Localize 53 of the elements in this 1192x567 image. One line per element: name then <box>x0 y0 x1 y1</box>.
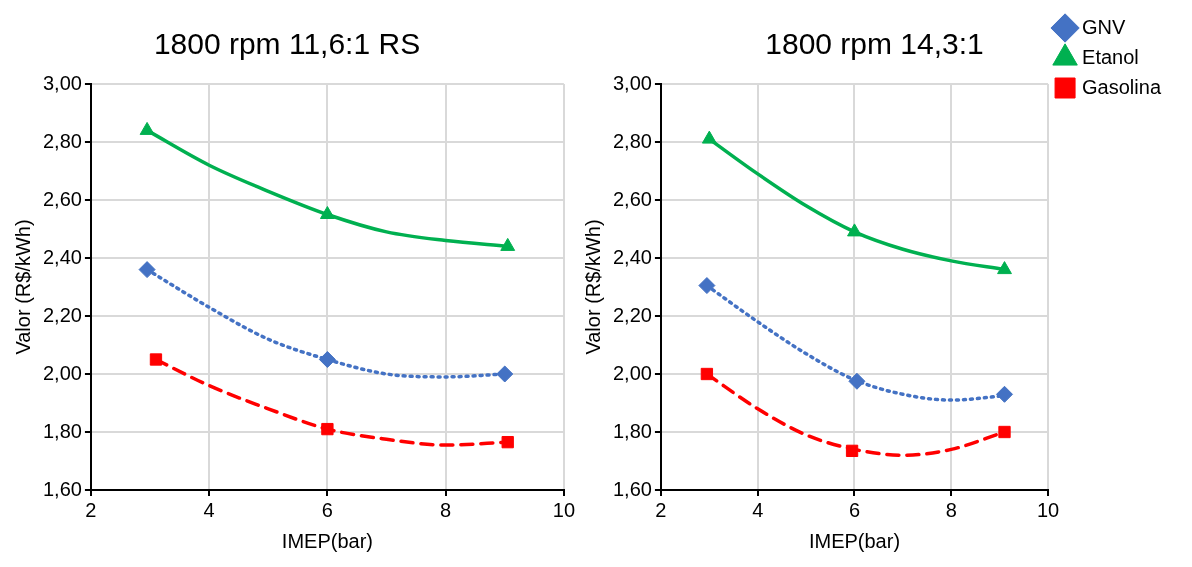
y-axis-title: Valor (R$/kWh) <box>581 219 604 355</box>
legend-label: Etanol <box>1082 45 1139 68</box>
x-tick-label: 10 <box>1036 498 1060 521</box>
point <box>501 435 514 449</box>
point <box>847 223 862 237</box>
point <box>848 372 866 390</box>
point <box>139 121 155 135</box>
chart-title: 1800 rpm 11,6:1 RS <box>153 27 421 61</box>
point <box>149 353 163 366</box>
point <box>997 261 1012 275</box>
y-tick-label: 3,00 <box>612 71 652 94</box>
y-tick-label: 2,40 <box>42 245 82 268</box>
legend-label: GNV <box>1082 15 1127 38</box>
x-tick-label: 2 <box>85 498 97 521</box>
x-tick-label: 10 <box>552 498 575 521</box>
y-tick-label: 1,80 <box>42 419 82 442</box>
point <box>138 261 156 279</box>
point <box>701 130 717 144</box>
y-tick-label: 2,60 <box>42 187 82 210</box>
y-tick-label: 2,40 <box>612 245 652 268</box>
x-tick-label: 8 <box>440 498 452 521</box>
point <box>321 422 334 436</box>
point <box>496 365 514 383</box>
point <box>500 237 516 251</box>
point <box>319 206 335 219</box>
y-tick-label: 2,20 <box>612 303 652 326</box>
point <box>698 277 716 295</box>
point <box>998 425 1011 439</box>
x-axis-title: IMEP(bar) <box>281 529 373 552</box>
x-tick-label: 4 <box>752 498 764 521</box>
x-tick-label: 6 <box>321 498 333 521</box>
x-tick-label: 2 <box>655 498 667 521</box>
y-tick-label: 2,00 <box>42 361 82 384</box>
y-tick-label: 2,80 <box>612 129 652 152</box>
chart-title: 1800 rpm 14,3:1 <box>765 27 984 61</box>
point <box>318 351 336 368</box>
point <box>996 385 1014 403</box>
point <box>845 444 859 458</box>
x-tick-label: 4 <box>203 498 215 521</box>
legend-label: Gasolina <box>1082 75 1162 98</box>
y-tick-label: 2,80 <box>42 129 82 152</box>
y-tick-label: 1,80 <box>612 419 652 442</box>
x-tick-label: 6 <box>848 498 861 521</box>
y-tick-label: 3,00 <box>42 71 82 94</box>
x-tick-label: 8 <box>945 498 957 521</box>
y-axis-title: Valor (R$/kWh) <box>11 219 34 355</box>
point <box>700 367 714 381</box>
y-tick-label: 1,60 <box>612 477 652 500</box>
y-tick-label: 2,60 <box>612 187 652 210</box>
y-tick-label: 2,00 <box>612 361 652 384</box>
y-tick-label: 2,20 <box>42 303 82 326</box>
x-axis-title: IMEP(bar) <box>808 529 901 552</box>
y-tick-label: 1,60 <box>42 477 82 500</box>
